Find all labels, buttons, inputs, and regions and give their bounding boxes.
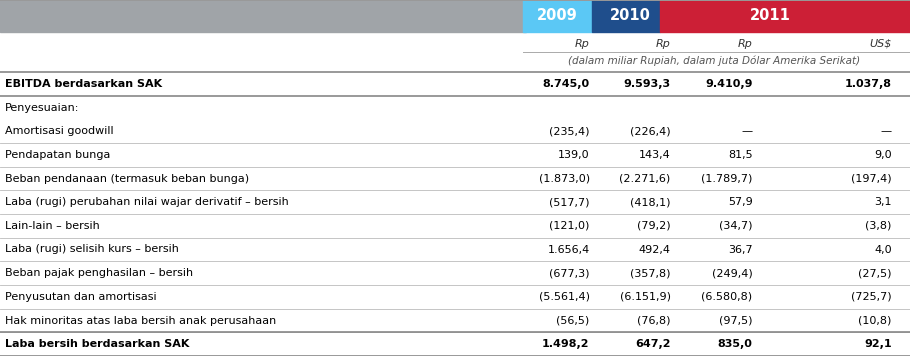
Text: (517,7): (517,7) — [549, 197, 590, 207]
Text: (79,2): (79,2) — [637, 221, 671, 231]
Text: 3,1: 3,1 — [875, 197, 892, 207]
Text: 143,4: 143,4 — [639, 150, 671, 160]
Text: (235,4): (235,4) — [549, 126, 590, 136]
Text: (34,7): (34,7) — [719, 221, 753, 231]
Text: (76,8): (76,8) — [637, 315, 671, 325]
Text: (56,5): (56,5) — [556, 315, 590, 325]
Text: Penyusutan dan amortisasi: Penyusutan dan amortisasi — [5, 292, 157, 302]
Text: 1.037,8: 1.037,8 — [844, 79, 892, 89]
Text: 492,4: 492,4 — [639, 245, 671, 255]
Text: 4,0: 4,0 — [875, 245, 892, 255]
Text: 2010: 2010 — [611, 9, 651, 23]
Text: 139,0: 139,0 — [558, 150, 590, 160]
Bar — [0, 0, 526, 32]
Text: —: — — [881, 126, 892, 136]
Text: 8.745,0: 8.745,0 — [542, 79, 590, 89]
Text: 1.498,2: 1.498,2 — [542, 339, 590, 349]
Text: (357,8): (357,8) — [630, 268, 671, 278]
Text: (97,5): (97,5) — [719, 315, 753, 325]
Text: 9.410,9: 9.410,9 — [705, 79, 753, 89]
Text: Beban pajak penghasilan – bersih: Beban pajak penghasilan – bersih — [5, 268, 193, 278]
Text: Rp: Rp — [738, 39, 753, 49]
Text: (249,4): (249,4) — [712, 268, 753, 278]
Text: US$: US$ — [869, 39, 892, 49]
Text: Laba (rugi) selisih kurs – bersih: Laba (rugi) selisih kurs – bersih — [5, 245, 178, 255]
Text: (725,7): (725,7) — [851, 292, 892, 302]
Text: (3,8): (3,8) — [865, 221, 892, 231]
Text: 9,0: 9,0 — [875, 150, 892, 160]
Text: (226,4): (226,4) — [630, 126, 671, 136]
Text: 1.656,4: 1.656,4 — [548, 245, 590, 255]
Text: 2011: 2011 — [751, 9, 791, 23]
Text: (2.271,6): (2.271,6) — [620, 173, 671, 183]
Text: Lain-lain – bersih: Lain-lain – bersih — [5, 221, 99, 231]
Text: Beban pendanaan (termasuk beban bunga): Beban pendanaan (termasuk beban bunga) — [5, 173, 248, 183]
Text: (418,1): (418,1) — [630, 197, 671, 207]
Text: 835,0: 835,0 — [718, 339, 753, 349]
Text: Rp: Rp — [656, 39, 671, 49]
Text: (dalam miliar Rupiah, dalam juta Dólar Amerika Serikat): (dalam miliar Rupiah, dalam juta Dólar A… — [568, 56, 861, 66]
Text: Amortisasi goodwill: Amortisasi goodwill — [5, 126, 113, 136]
Text: (1.873,0): (1.873,0) — [539, 173, 590, 183]
Text: (121,0): (121,0) — [550, 221, 590, 231]
Text: 2009: 2009 — [537, 9, 577, 23]
Text: Hak minoritas atas laba bersih anak perusahaan: Hak minoritas atas laba bersih anak peru… — [5, 315, 276, 325]
Text: (27,5): (27,5) — [858, 268, 892, 278]
Text: (1.789,7): (1.789,7) — [702, 173, 753, 183]
Text: 647,2: 647,2 — [635, 339, 671, 349]
Bar — [592, 0, 660, 32]
Text: Laba bersih berdasarkan SAK: Laba bersih berdasarkan SAK — [5, 339, 189, 349]
Text: Rp: Rp — [575, 39, 590, 49]
Text: 81,5: 81,5 — [728, 150, 753, 160]
Text: 92,1: 92,1 — [864, 339, 892, 349]
Text: 57,9: 57,9 — [728, 197, 753, 207]
Text: (6.151,9): (6.151,9) — [620, 292, 671, 302]
Text: (677,3): (677,3) — [549, 268, 590, 278]
Text: Pendapatan bunga: Pendapatan bunga — [5, 150, 110, 160]
Bar — [660, 0, 910, 32]
Text: (6.580,8): (6.580,8) — [702, 292, 753, 302]
Text: 36,7: 36,7 — [728, 245, 753, 255]
Text: (5.561,4): (5.561,4) — [539, 292, 590, 302]
Text: Penyesuaian:: Penyesuaian: — [5, 103, 79, 112]
Bar — [523, 0, 592, 32]
Text: (10,8): (10,8) — [858, 315, 892, 325]
Text: EBITDA berdasarkan SAK: EBITDA berdasarkan SAK — [5, 79, 162, 89]
Text: (197,4): (197,4) — [851, 173, 892, 183]
Text: Laba (rugi) perubahan nilai wajar derivatif – bersih: Laba (rugi) perubahan nilai wajar deriva… — [5, 197, 288, 207]
Text: —: — — [742, 126, 753, 136]
Text: 9.593,3: 9.593,3 — [623, 79, 671, 89]
